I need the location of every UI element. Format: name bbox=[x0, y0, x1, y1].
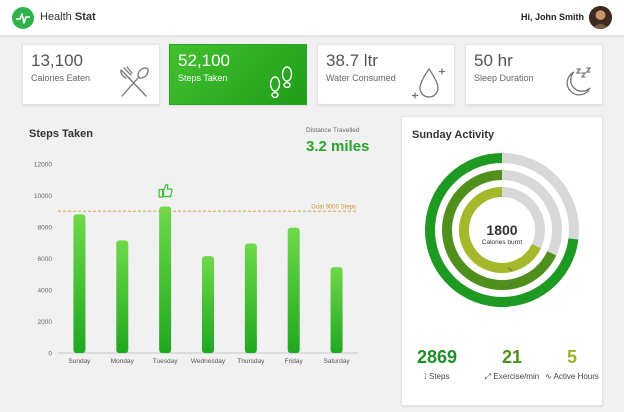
x-tick-label: Tuesday bbox=[153, 358, 178, 365]
stat-card-calories[interactable]: 13,100 Calories Eaten bbox=[22, 44, 160, 105]
metric-value: 5 bbox=[566, 347, 577, 367]
stat-value: 38.7 ltr bbox=[326, 51, 378, 70]
x-tick-label: Sunday bbox=[68, 358, 91, 365]
bar bbox=[116, 240, 129, 353]
moon-sleep-icon bbox=[566, 67, 592, 96]
x-tick-label: Saturday bbox=[324, 358, 351, 365]
stat-label: Water Consumed bbox=[326, 73, 396, 83]
heartbeat-logo-icon[interactable] bbox=[12, 7, 34, 29]
stat-value: 50 hr bbox=[474, 51, 513, 70]
y-tick-label: 12000 bbox=[34, 162, 52, 169]
steps-chart-title: Steps Taken bbox=[29, 128, 93, 140]
steps-icon: ⁞ bbox=[424, 372, 429, 381]
ring-steps-icon: ⁞ bbox=[509, 300, 511, 307]
bar bbox=[159, 206, 172, 353]
metric-steps: 2869 ⁞ Steps bbox=[407, 347, 467, 382]
metric-active-hours: 5 ∿ Active Hours bbox=[544, 347, 600, 382]
distance-label: Distance Travelled bbox=[306, 127, 360, 134]
y-tick-label: 6000 bbox=[38, 256, 53, 263]
user-avatar[interactable] bbox=[589, 6, 612, 29]
x-tick-label: Monday bbox=[111, 358, 135, 365]
metric-value: 2869 bbox=[416, 347, 458, 367]
y-tick-label: 2000 bbox=[38, 319, 53, 326]
y-tick-label: 4000 bbox=[38, 288, 53, 295]
stat-value: 13,100 bbox=[31, 51, 83, 70]
steps-bar-chart: 0 2000 4000 6000 8000 10000 12000 Sunday Monday T… bbox=[34, 162, 358, 365]
bar bbox=[244, 243, 257, 353]
goal-label: Goal 9000 Steps bbox=[311, 204, 356, 210]
activity-title: Sunday Activity bbox=[412, 129, 495, 141]
metric-value: 21 bbox=[501, 347, 523, 367]
bar bbox=[73, 214, 86, 353]
ring-hours-icon: ∿ bbox=[507, 266, 512, 273]
metric-label: ⤢ Exercise/min bbox=[484, 372, 540, 381]
bar bbox=[330, 267, 343, 353]
calories-burnt-value: 1800 bbox=[486, 222, 518, 238]
stat-card-steps[interactable]: 52,100 Steps Taken bbox=[169, 44, 307, 105]
distance-value: 3.2 miles bbox=[306, 138, 370, 155]
footprints-icon bbox=[269, 66, 293, 99]
ring-progress bbox=[459, 187, 541, 273]
user-greeting[interactable]: Hi, John Smith bbox=[521, 12, 584, 22]
sunday-activity-card: Sunday Activity ⁞ ⤢ ∿ 1800 Calories burnt … bbox=[401, 116, 603, 406]
stat-card-sleep[interactable]: 50 hr Sleep Duration bbox=[465, 44, 603, 105]
x-tick-label: Friday bbox=[285, 358, 304, 365]
stat-value: 52,100 bbox=[178, 51, 230, 70]
metric-exercise: 21 ⤢ Exercise/min bbox=[472, 347, 552, 382]
stat-label: Steps Taken bbox=[178, 73, 228, 83]
y-tick-label: 0 bbox=[48, 351, 52, 358]
water-drop-icon bbox=[412, 67, 446, 99]
metric-label: ⁞ Steps bbox=[424, 372, 450, 381]
y-tick-label: 8000 bbox=[38, 225, 53, 232]
ring-exercise-icon: ⤢ bbox=[508, 283, 513, 290]
calories-burnt-label: Calories burnt bbox=[481, 239, 523, 246]
pulse-icon: ∿ bbox=[545, 372, 554, 381]
fork-spoon-icon bbox=[120, 66, 149, 97]
bar bbox=[202, 256, 214, 353]
activity-ring-chart: ⁞ ⤢ ∿ bbox=[425, 153, 579, 307]
metric-label: ∿ Active Hours bbox=[545, 372, 599, 381]
exercise-icon: ⤢ bbox=[484, 372, 494, 381]
top-bar: Health Stat Hi, John Smith bbox=[0, 0, 624, 36]
app-title: Health Stat bbox=[40, 11, 96, 23]
x-tick-label: Thursday bbox=[237, 358, 265, 365]
ring-progress bbox=[425, 153, 579, 307]
stat-label: Sleep Duration bbox=[474, 73, 534, 83]
bar bbox=[287, 227, 300, 353]
y-tick-label: 10000 bbox=[34, 193, 52, 200]
ring-progress bbox=[442, 170, 557, 290]
stat-label: Calories Eaten bbox=[31, 73, 91, 83]
stat-card-water[interactable]: 38.7 ltr Water Consumed bbox=[317, 44, 455, 105]
thumbs-up-icon bbox=[158, 183, 173, 198]
x-tick-label: Wednesday bbox=[191, 358, 226, 365]
